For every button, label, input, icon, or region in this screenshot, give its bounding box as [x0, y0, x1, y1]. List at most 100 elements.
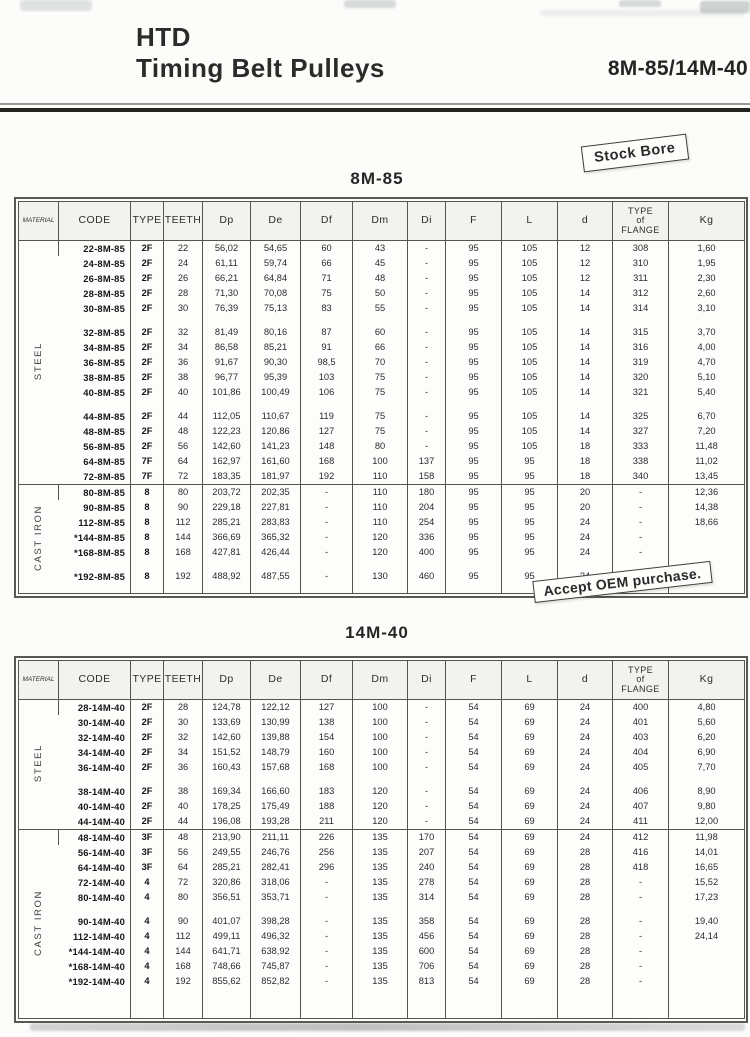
cell-dp: 320,86: [202, 875, 251, 890]
cell-type: 2F: [130, 799, 164, 814]
cell-l: 105: [501, 301, 558, 316]
column-header-f: F: [445, 201, 502, 241]
empty-cell: [130, 316, 164, 325]
cell-di: -: [407, 271, 446, 286]
material-group-label: CAST IRON: [18, 484, 59, 594]
cell-teeth: 192: [163, 569, 203, 584]
cell-di: -: [407, 256, 446, 271]
cell-dp: 76,39: [202, 301, 251, 316]
empty-cell: [557, 989, 613, 1019]
table-row: 34-14M-40 2F 34 151,52 148,79 160 100-54 69 24 40…: [19, 745, 745, 760]
cell-kg: 5,40: [668, 385, 745, 400]
cell-l: 105: [501, 355, 558, 370]
cell-df: 103: [300, 370, 353, 385]
table-row: 32-8M-85 2F 32 81,49 80,16 87 60-95 105 14 315 3,7…: [19, 325, 745, 340]
column-header-df: Df: [300, 660, 353, 700]
cell-type: 8: [130, 545, 164, 560]
cell-de: 398,28: [250, 914, 301, 929]
cell-d: 18: [557, 454, 613, 469]
cell-code: 30-8M-85: [83, 302, 125, 314]
cell-de: 54,65: [250, 240, 301, 256]
cell-dm: 135: [352, 829, 408, 845]
cell-type: 2F: [130, 439, 164, 454]
cell-dm: 60: [352, 325, 408, 340]
column-header-code: CODE: [58, 201, 131, 241]
cell-code: 112-8M-85: [78, 516, 125, 528]
cell-type: 4: [130, 974, 164, 989]
column-header-dm: Dm: [352, 660, 408, 700]
cell-di: -: [407, 325, 446, 340]
empty-cell: [501, 316, 558, 325]
table-row: 48-8M-85 2F 48 122,23 120,86 127 75-95 105 14 327…: [19, 424, 745, 439]
cell-flange: 412: [612, 829, 669, 845]
cell-type: 2F: [130, 240, 164, 256]
table-body-8m85: STEEL 22-8M-85 2F 22 56,02 54,65 60 43-95 105 12 3…: [18, 240, 745, 594]
empty-cell: [352, 584, 408, 594]
cell-code: 38-8M-85: [83, 371, 125, 383]
cell-code: 80-8M-85: [58, 484, 131, 500]
table-row: 38-8M-85 2F 38 96,77 95,39 103 75-95 105 14 320 5,…: [19, 370, 745, 385]
empty-cell: [59, 584, 131, 594]
empty-cell: [202, 560, 251, 569]
empty-cell: [557, 316, 613, 325]
cell-type: 4: [130, 890, 164, 905]
empty-cell: [501, 989, 558, 1019]
cell-f: 95: [445, 301, 502, 316]
empty-cell: [300, 989, 353, 1019]
cell-de: 75,13: [250, 301, 301, 316]
cell-de: 283,83: [250, 515, 301, 530]
column-header-di: Di: [407, 660, 446, 700]
cell-dp: 285,21: [202, 860, 251, 875]
cell-flange: -: [612, 944, 669, 959]
cell-l: 95: [501, 515, 558, 530]
cell-type: 2F: [130, 256, 164, 271]
cell-di: -: [407, 745, 446, 760]
cell-dm: 70: [352, 355, 408, 370]
cell-type: 8: [130, 569, 164, 584]
cell-d: 24: [557, 699, 613, 715]
table-row: 24-8M-85 2F 24 61,11 59,74 66 45-95 105 12 310 1,9…: [19, 256, 745, 271]
cell-di: -: [407, 286, 446, 301]
cell-l: 69: [501, 784, 558, 799]
cell-kg: 12,36: [668, 484, 745, 500]
cell-teeth: 64: [163, 860, 203, 875]
cell-de: 282,41: [250, 860, 301, 875]
cell-l: 105: [501, 286, 558, 301]
cell-kg: [668, 974, 745, 989]
column-header-flange: TYPE of FLANGE: [612, 201, 669, 241]
empty-cell: [250, 905, 301, 914]
column-header-dp: Dp: [202, 660, 251, 700]
cell-f: 54: [445, 944, 502, 959]
cell-df: 256: [300, 845, 353, 860]
cell-l: 95: [501, 545, 558, 560]
cell-di: 314: [407, 890, 446, 905]
cell-f: 54: [445, 814, 502, 830]
spacer-row: [19, 316, 745, 325]
cell-type: 2F: [130, 745, 164, 760]
empty-cell: [300, 584, 353, 594]
column-header-de: De: [250, 660, 301, 700]
cell-l: 69: [501, 699, 558, 715]
cell-teeth: 80: [163, 484, 203, 500]
cell-flange: 327: [612, 424, 669, 439]
cell-flange: -: [612, 500, 669, 515]
cell-teeth: 56: [163, 439, 203, 454]
column-header-code: CODE: [58, 660, 131, 700]
table-title-8m85: 8M-85: [350, 169, 404, 188]
cell-l: 69: [501, 974, 558, 989]
scan-smudge: [20, 0, 92, 11]
cell-df: -: [300, 974, 353, 989]
cell-flange: 325: [612, 409, 669, 424]
cell-d: 20: [557, 484, 613, 500]
cell-df: 127: [300, 699, 353, 715]
cell-dm: 100: [352, 454, 408, 469]
cell-teeth: 48: [163, 829, 203, 845]
cell-de: 64,84: [250, 271, 301, 286]
empty-cell: [445, 400, 502, 409]
cell-di: -: [407, 340, 446, 355]
cell-type: 2F: [130, 715, 164, 730]
table-row: 32-14M-40 2F 32 142,60 139,88 154 100-54 69 24 40…: [19, 730, 745, 745]
cell-d: 24: [557, 545, 613, 560]
empty-cell: [59, 316, 131, 325]
